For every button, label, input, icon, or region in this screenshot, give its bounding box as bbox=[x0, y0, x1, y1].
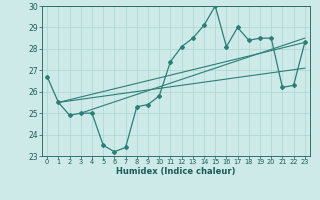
X-axis label: Humidex (Indice chaleur): Humidex (Indice chaleur) bbox=[116, 167, 236, 176]
